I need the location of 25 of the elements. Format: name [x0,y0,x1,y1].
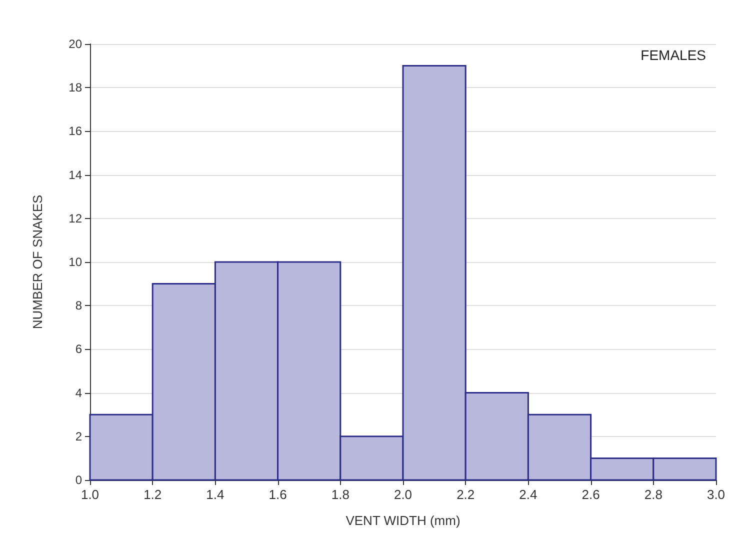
y-tick-label: 2 [75,429,82,444]
x-tick-label: 2.0 [394,487,412,502]
y-tick-label: 10 [68,255,82,269]
x-tick-label: 2.8 [644,487,662,502]
y-tick-label: 12 [68,211,82,226]
y-axis-title: NUMBER OF SNAKES [30,194,45,330]
x-tick-label: 1.4 [206,487,224,502]
y-tick-label: 16 [68,124,82,138]
y-tick-label: 6 [75,342,82,356]
x-tick-label: 3.0 [706,487,726,502]
y-tick-label: 8 [75,298,82,313]
x-tick-label: 2.6 [582,487,600,502]
x-tick-label: 2.4 [519,487,538,502]
x-tick-label: 1.0 [80,487,100,502]
x-tick-label: 1.6 [268,487,287,502]
y-tick-label: 20 [68,37,82,51]
y-tick-label: 0 [75,473,82,487]
x-axis-title: VENT WIDTH (mm) [346,513,460,528]
x-tick-label: 1.2 [144,487,162,502]
y-tick-label: 18 [68,80,82,95]
annotation: FEMALES [640,47,706,63]
x-tick-label: 2.2 [456,487,475,502]
y-tick-label: 14 [68,168,82,182]
y-tick-label: 4 [75,386,82,400]
x-tick-label: 1.8 [331,487,350,502]
